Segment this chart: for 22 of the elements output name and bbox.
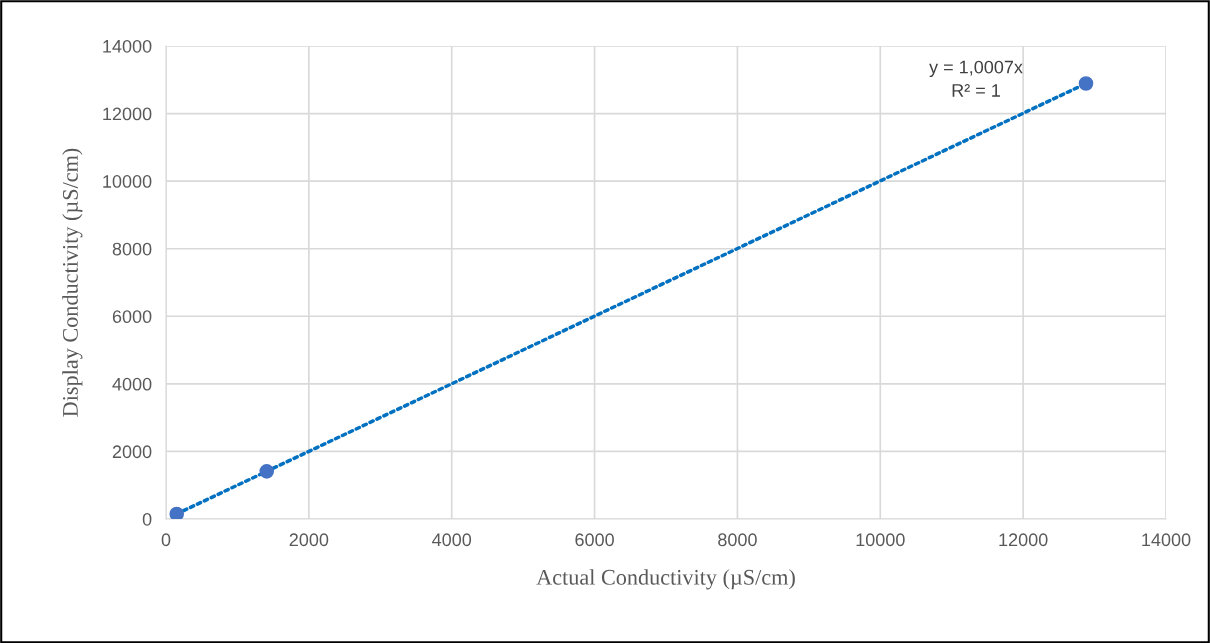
x-tick-label: 0 — [161, 533, 171, 547]
annotation: y = 1,0007x R² = 1 — [929, 60, 1023, 97]
y-tick-label: 8000 — [112, 242, 152, 256]
y-tick-label: 6000 — [112, 310, 152, 324]
x-tick-label: 2000 — [289, 533, 329, 547]
point — [169, 506, 184, 519]
y-tick-label: 12000 — [103, 107, 152, 121]
y-tick-label: 14000 — [103, 39, 152, 53]
point — [259, 464, 274, 479]
x-tick-label: 6000 — [575, 533, 614, 547]
y-tick-label: 10000 — [103, 175, 152, 188]
x-tick-label: 8000 — [718, 533, 757, 547]
x-tick-label: 4000 — [432, 533, 472, 547]
x-axis-title: Actual Conductivity (µS/cm) — [536, 569, 795, 590]
y-axis-title: Display Conductivity (µS/cm) — [62, 148, 83, 417]
x-tick-label: 10000 — [856, 533, 905, 547]
x-tick-label: 14000 — [1142, 533, 1191, 547]
y-tick-label: 4000 — [112, 377, 152, 391]
x-tick-label: 12000 — [999, 533, 1048, 547]
y-tick-label: 2000 — [112, 445, 152, 459]
y-tick-label: 0 — [142, 512, 152, 526]
point — [1078, 76, 1094, 91]
